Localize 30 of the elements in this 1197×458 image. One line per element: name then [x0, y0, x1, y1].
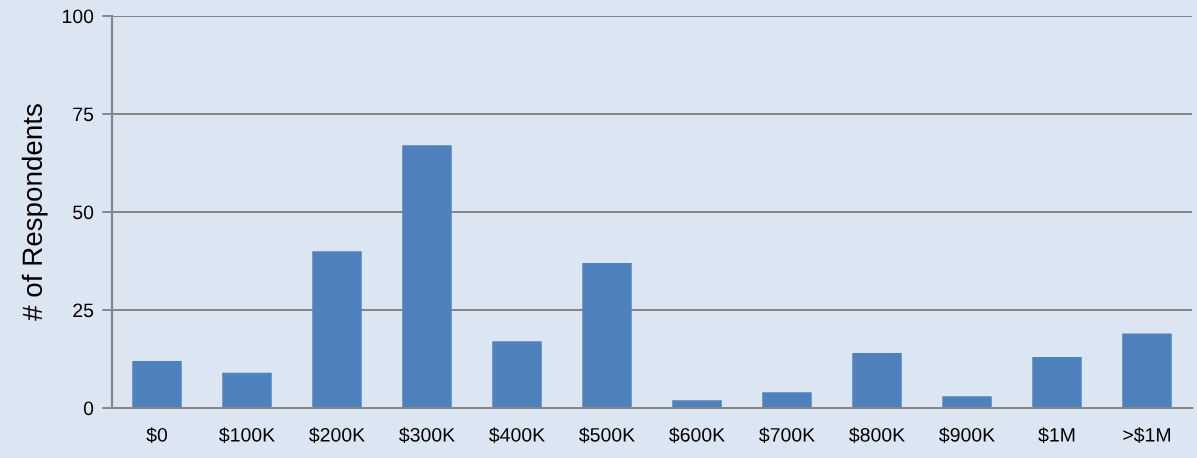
x-tick-label: $100K — [219, 427, 275, 443]
y-tick-label: 75 — [73, 107, 94, 122]
bar — [582, 262, 632, 408]
y-axis-title: # of Respondents — [21, 104, 48, 321]
x-tick-label: $900K — [939, 427, 995, 443]
x-tick-label: $500K — [579, 427, 635, 443]
bar — [942, 396, 992, 408]
bar — [222, 372, 272, 408]
bar — [1032, 357, 1082, 408]
bar — [852, 353, 902, 408]
x-tick-label: $300K — [399, 427, 455, 443]
bar — [1122, 333, 1172, 408]
bar — [132, 360, 182, 408]
bar — [402, 145, 452, 408]
bar — [762, 392, 812, 408]
x-tick-label: $800K — [849, 427, 905, 443]
y-tick-label: 100 — [62, 9, 94, 24]
x-tick-label: $400K — [489, 427, 545, 443]
y-tick-label: 25 — [73, 303, 94, 318]
x-tick-label: $1M — [1038, 427, 1075, 443]
bar — [492, 341, 542, 408]
bar — [312, 251, 362, 408]
x-tick-label: $200K — [309, 427, 365, 443]
y-tick-label: 50 — [73, 205, 94, 220]
x-tick-label: $0 — [146, 427, 168, 443]
bar — [672, 400, 722, 408]
x-tick-label: >$1M — [1123, 427, 1170, 443]
x-tick-label: $600K — [669, 427, 725, 443]
y-tick-label: 0 — [83, 401, 94, 416]
x-tick-label: $700K — [759, 427, 815, 443]
